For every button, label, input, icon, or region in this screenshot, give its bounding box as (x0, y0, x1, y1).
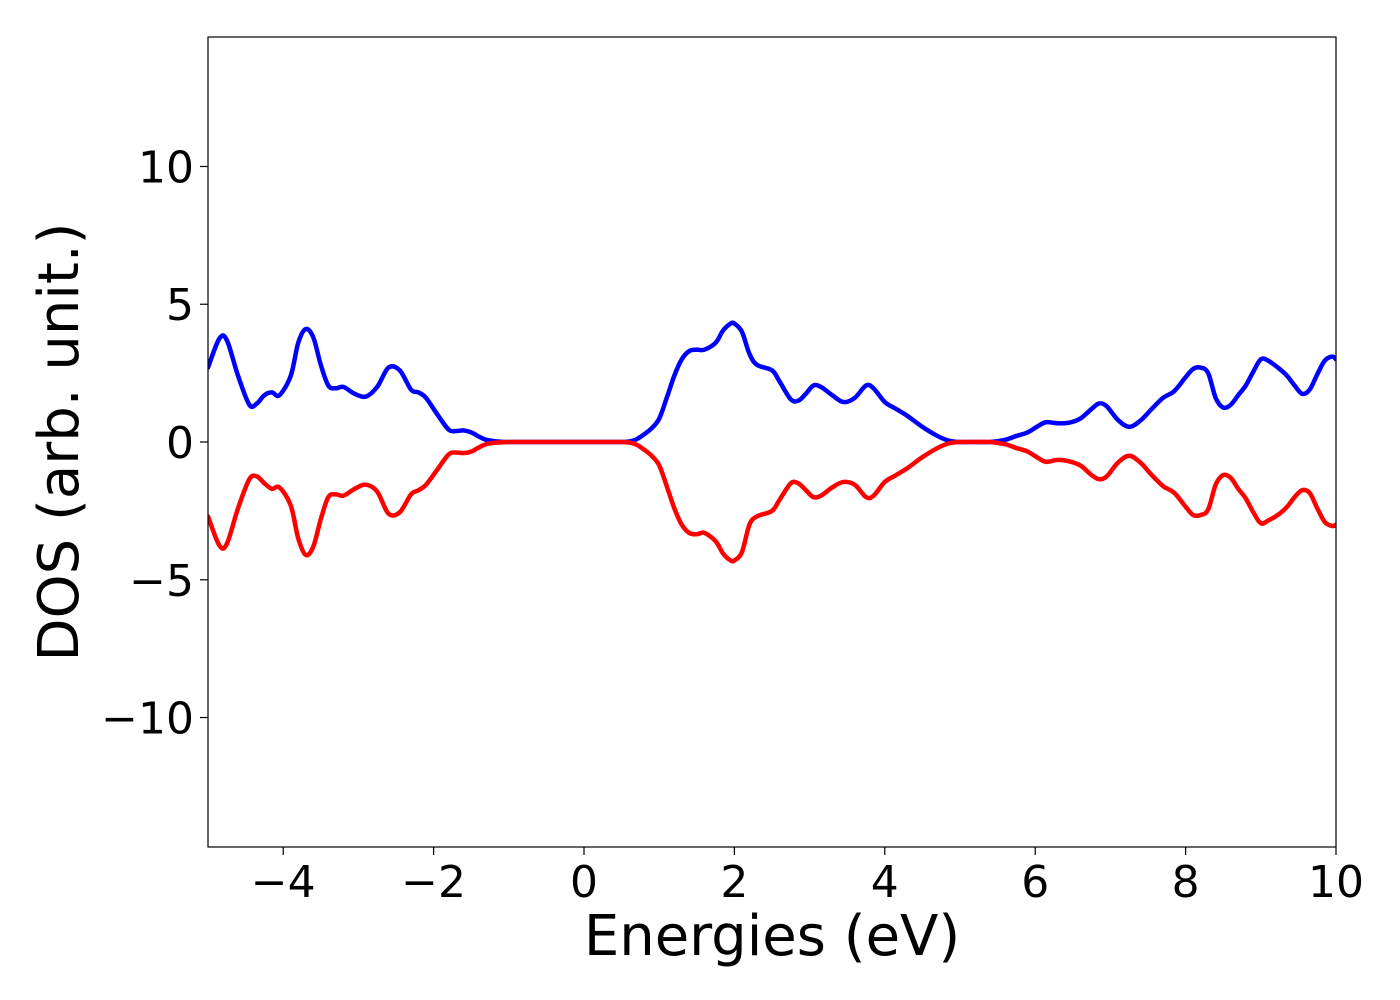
x-axis-label: Energies (eV) (584, 904, 960, 969)
plot-frame (207, 36, 1337, 848)
y-axis-label: DOS (arb. unit.) (27, 222, 92, 661)
x-tick-label: −4 (251, 857, 316, 908)
dos-line-red (208, 439, 1336, 564)
x-tick-label: 2 (720, 857, 748, 908)
x-tick-label: 6 (1021, 857, 1049, 908)
x-tick-label: 4 (871, 857, 899, 908)
x-tick-label: 0 (570, 857, 598, 908)
dos-line-blue (208, 320, 1336, 445)
x-tick-label: 8 (1172, 857, 1200, 908)
x-axis-ticks: −4 −2 0 2 4 6 8 10 (251, 847, 1364, 908)
y-tick-label: −10 (101, 694, 194, 745)
plot-area (208, 320, 1336, 564)
x-tick-label: −2 (401, 857, 466, 908)
y-tick-label: 10 (138, 142, 194, 193)
x-tick-label: 10 (1308, 857, 1364, 908)
y-axis-ticks: −10 −5 0 5 10 (101, 142, 208, 745)
y-tick-label: 0 (166, 418, 194, 469)
y-tick-label: 5 (166, 280, 194, 331)
y-tick-label: −5 (129, 556, 194, 607)
